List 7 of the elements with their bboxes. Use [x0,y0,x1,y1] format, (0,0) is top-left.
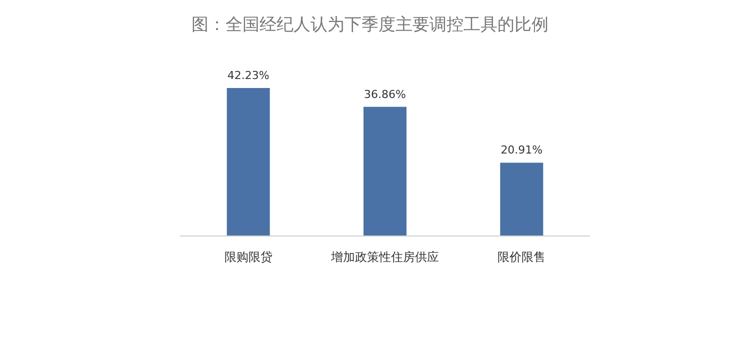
x-tick-label: 限价限售 [498,250,546,264]
chart-title: 图：全国经纪人认为下季度主要调控工具的比例 [192,15,548,35]
x-tick-label: 限购限贷 [224,250,272,264]
data-label: 20.91% [500,144,543,157]
data-label: 42.23% [227,69,270,82]
x-tick-label: 增加政策性住房供应 [330,250,439,264]
data-label: 36.86% [364,88,406,101]
